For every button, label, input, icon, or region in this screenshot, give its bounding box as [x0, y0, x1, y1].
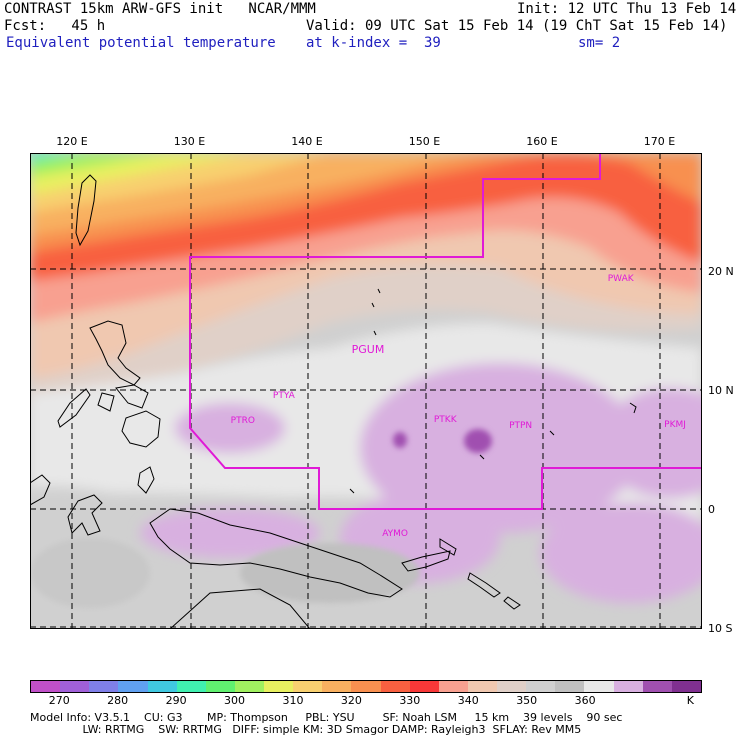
lat-label: 20 N [708, 265, 734, 278]
map-plot [30, 153, 702, 629]
colorbar-swatch [147, 681, 177, 692]
new-guinea [149, 508, 403, 598]
colorbar-swatch [613, 681, 643, 692]
colorbar-tick-label: 330 [399, 694, 421, 707]
colorbar-tick-label: 360 [574, 694, 596, 707]
colorbar-swatch [234, 681, 264, 692]
lon-label: 160 E [526, 135, 558, 148]
colorbar-swatch [380, 681, 410, 692]
smoothing: sm= 2 [578, 35, 621, 51]
gray-patch-sw [30, 538, 150, 608]
model-info-line1: Model Info: V3.5.1 CU: G3 MP: Thompson P… [30, 711, 623, 724]
luzon [89, 320, 141, 386]
gray-patch-png [240, 543, 420, 603]
model-info-line2: LW: RRTMG SW: RRTMG DIFF: simple KM: 3D … [30, 723, 582, 736]
colorbar-tick-label: 270 [48, 694, 70, 707]
colorbar-swatch [89, 681, 119, 692]
station-ptkk: PTKK [433, 414, 457, 425]
moist-blob-east [360, 363, 640, 533]
colorbar-swatch [293, 681, 323, 692]
station-pkmj: PKMJ [664, 419, 686, 430]
colorbar-tick-label: 310 [282, 694, 304, 707]
header-title: CONTRAST 15km ARW-GFS init NCAR/MMM [4, 1, 316, 17]
moist-blob-png [140, 508, 320, 558]
max-blob-1 [464, 429, 492, 453]
moist-blob-se [540, 503, 702, 603]
lon-label: 120 E [56, 135, 88, 148]
taiwan [75, 174, 97, 247]
colorbar-swatch [176, 681, 206, 692]
max-blob-2 [393, 432, 407, 448]
colorbar-tick-label: K [686, 694, 694, 707]
colorbar-swatch [351, 681, 381, 692]
colorbar-tick-label: 320 [340, 694, 362, 707]
k-index: at k-index = 39 [306, 35, 441, 51]
colorbar-swatch [409, 681, 439, 692]
marianas [371, 288, 381, 336]
colorbar-tick-label: 350 [516, 694, 538, 707]
colorbar-swatch [118, 681, 148, 692]
colorbar-swatch [671, 681, 701, 692]
new-britain [401, 550, 451, 572]
colorbar-swatch [555, 681, 585, 692]
moist-blob-west [175, 403, 285, 453]
new-ireland [439, 538, 457, 556]
station-aymo: AYMO [382, 528, 408, 539]
colorbar-swatch [642, 681, 672, 692]
lat-label: 10 N [708, 384, 734, 397]
lon-label: 130 E [173, 135, 206, 148]
lat-label: 10 S [708, 622, 733, 635]
colorbar-tick-label: 290 [165, 694, 187, 707]
colorbar-swatch [584, 681, 614, 692]
mindanao [121, 410, 161, 448]
header-forecast: Fcst: 45 h [4, 18, 106, 34]
station-ptro: PTRO [230, 415, 255, 426]
header-init: Init: 12 UTC Thu 13 Feb 14 [517, 1, 737, 17]
lat-label: 0 [708, 503, 715, 516]
colorbar [30, 680, 702, 693]
field-name: Equivalent potential temperature [6, 35, 276, 51]
palawan [57, 388, 91, 428]
lon-label: 170 E [643, 135, 676, 148]
sulawesi [67, 494, 103, 536]
colorbar-tick-label: 280 [107, 694, 129, 707]
station-ptya: PTYA [272, 390, 295, 401]
colorbar-tick-label: 340 [457, 694, 479, 707]
colorbar-swatch [60, 681, 90, 692]
colorbar-swatch [438, 681, 468, 692]
colorbar-swatch [497, 681, 527, 692]
lon-label: 150 E [408, 135, 441, 148]
header-valid: Valid: 09 UTC Sat 15 Feb 14 (19 ChT Sat … [306, 18, 728, 34]
station-pwak: PWAK [607, 274, 634, 285]
lon-label: 140 E [291, 135, 323, 148]
station-pgum: PGUM [351, 343, 385, 357]
colorbar-swatch [264, 681, 294, 692]
coastlines [30, 174, 637, 629]
colorbar-swatch [205, 681, 235, 692]
colorbar-swatch [467, 681, 497, 692]
colorbar-swatch [322, 681, 352, 692]
colorbar-swatch [31, 681, 61, 692]
band-290 [30, 153, 90, 163]
australia-north [169, 588, 311, 629]
halmahera [137, 466, 155, 494]
moist-blob-far-east [600, 388, 702, 498]
solomons [467, 572, 521, 610]
band-300 [30, 153, 170, 177]
micronesia-dots [349, 402, 637, 494]
colorbar-tick-label: 300 [224, 694, 246, 707]
visayas [97, 384, 149, 412]
colorbar-swatch [526, 681, 556, 692]
borneo-tip [30, 474, 51, 506]
station-ptpn: PTPN [509, 420, 533, 431]
fir-boundary [189, 153, 702, 510]
